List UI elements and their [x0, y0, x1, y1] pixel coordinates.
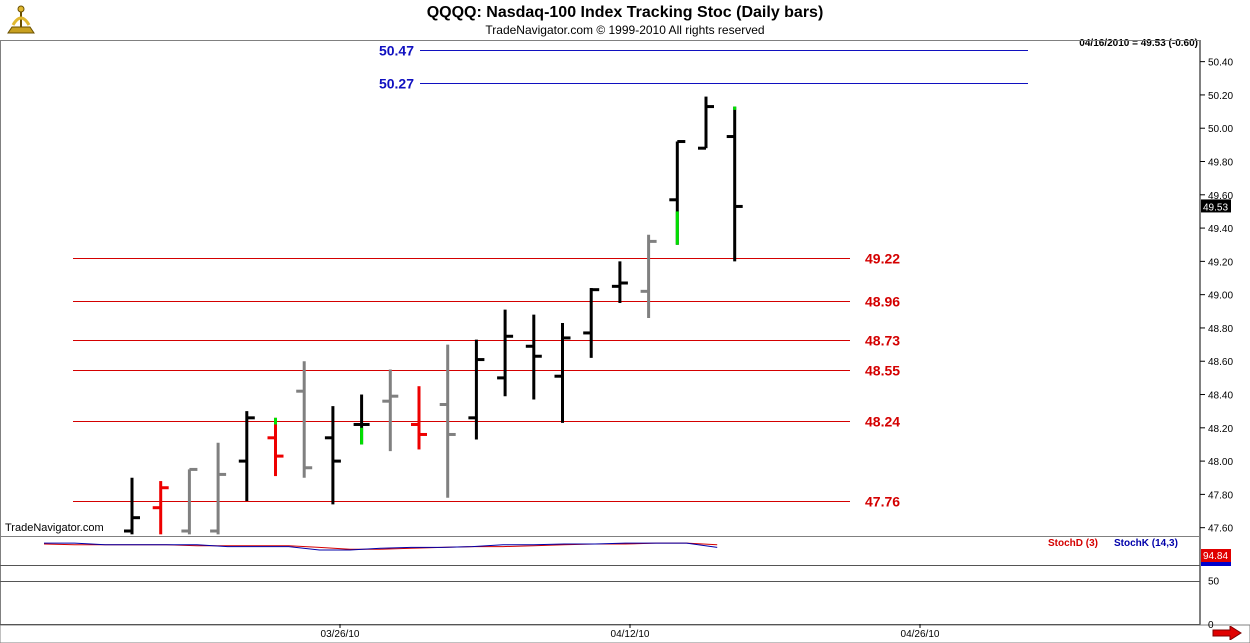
stoch-panel-border — [0, 536, 1200, 625]
price-tick-label: 47.80 — [1208, 490, 1233, 501]
stochd-legend: StochD (3) — [1048, 538, 1098, 549]
chart-subtitle: TradeNavigator.com © 1999-2010 All right… — [485, 23, 765, 37]
price-axis[interactable]: 47.60 47.80 48.00 48.20 48.40 48.60 48.80 49.00… — [1200, 58, 1233, 535]
last-price-box — [1201, 199, 1231, 213]
price-tick-label: 50.20 — [1208, 91, 1233, 102]
level-label-50.27: 50.27 — [379, 76, 414, 92]
price-levels: 50.47 50.27 49.22 48.96 48.73 48.55 48.24 47.76 — [73, 43, 1028, 510]
ohlc-bar — [382, 369, 399, 452]
sextant-logo-icon — [7, 5, 35, 34]
ohlc-bar — [439, 344, 456, 498]
ohlc-bar — [267, 417, 284, 477]
price-tick-label: 50.00 — [1208, 124, 1233, 135]
level-label-49.22: 49.22 — [865, 251, 900, 267]
ohlc-bar — [296, 361, 313, 478]
level-label-48.55: 48.55 — [865, 363, 900, 379]
price-tick-label: 49.60 — [1208, 191, 1233, 202]
stoch-last-box — [1201, 549, 1231, 562]
ohlc-bar — [124, 477, 140, 535]
chart-title: QQQQ: Nasdaq-100 Index Tracking Stoc (Da… — [426, 4, 824, 21]
level-label-47.76: 47.76 — [865, 494, 900, 510]
price-tick-label: 50.40 — [1208, 58, 1233, 69]
ohlc-bar — [583, 288, 600, 358]
date-axis[interactable]: 03/26/10 04/12/10 04/26/10 — [321, 624, 940, 640]
ohlc-bar — [640, 234, 657, 318]
price-tick-label: 49.80 — [1208, 158, 1233, 169]
stoch-last-box-k — [1201, 562, 1231, 566]
chart-frame — [0, 40, 1250, 643]
ohlc-bar — [353, 394, 370, 445]
ohlc-bar — [411, 386, 427, 450]
price-tick-label: 49.20 — [1208, 257, 1233, 268]
watermark: TradeNavigator.com — [5, 522, 104, 534]
price-tick-label: 48.00 — [1208, 457, 1233, 468]
ohlc-bar — [238, 411, 255, 502]
ohlc-bar — [698, 96, 714, 150]
ohlc-bar — [497, 309, 514, 397]
price-tick-label: 48.20 — [1208, 424, 1233, 435]
price-tick-label: 47.60 — [1208, 524, 1233, 535]
price-tick-label: 48.40 — [1208, 391, 1233, 402]
ohlc-bar — [152, 481, 169, 535]
red-arrow-right-icon[interactable] — [1212, 626, 1242, 640]
ohlc-bars — [124, 96, 743, 535]
last-bar-readout: 04/16/2010 = 49.53 (-0.60) — [1079, 38, 1198, 49]
ohlc-bar — [210, 442, 227, 535]
stoch-tick-label: 50 — [1208, 577, 1220, 588]
price-tick-label: 49.40 — [1208, 224, 1233, 235]
price-tick-label: 48.60 — [1208, 357, 1233, 368]
stochk-legend: StochK (14,3) — [1114, 538, 1178, 549]
stochk-line — [44, 542, 718, 551]
stoch-last-label: 94.84 — [1203, 551, 1228, 562]
price-panel-border — [0, 40, 1200, 537]
chart-header: QQQQ: Nasdaq-100 Index Tracking Stoc (Da… — [0, 0, 1250, 40]
level-label-50.47: 50.47 — [379, 43, 414, 59]
ohlc-bar — [611, 261, 628, 303]
ohlc-bar — [324, 406, 341, 505]
ohlc-bar — [181, 467, 198, 535]
ohlc-bar — [554, 322, 571, 423]
price-tick-label: 48.80 — [1208, 324, 1233, 335]
ohlc-bar — [468, 339, 485, 440]
price-tick-label: 49.00 — [1208, 291, 1233, 302]
level-label-48.96: 48.96 — [865, 294, 900, 310]
last-price-label: 49.53 — [1203, 202, 1228, 213]
stochastic-panel: 50 0 94.84 — [0, 542, 1231, 631]
date-tick-label: 04/12/10 — [611, 629, 650, 640]
stoch-tick-label: 0 — [1208, 620, 1214, 631]
ohlc-bar — [669, 140, 686, 245]
ohlc-bar — [525, 314, 542, 400]
date-tick-label: 04/26/10 — [901, 629, 940, 640]
ohlc-bar — [726, 106, 743, 262]
level-label-48.73: 48.73 — [865, 333, 900, 349]
date-tick-label: 03/26/10 — [321, 629, 360, 640]
level-label-48.24: 48.24 — [865, 414, 900, 430]
